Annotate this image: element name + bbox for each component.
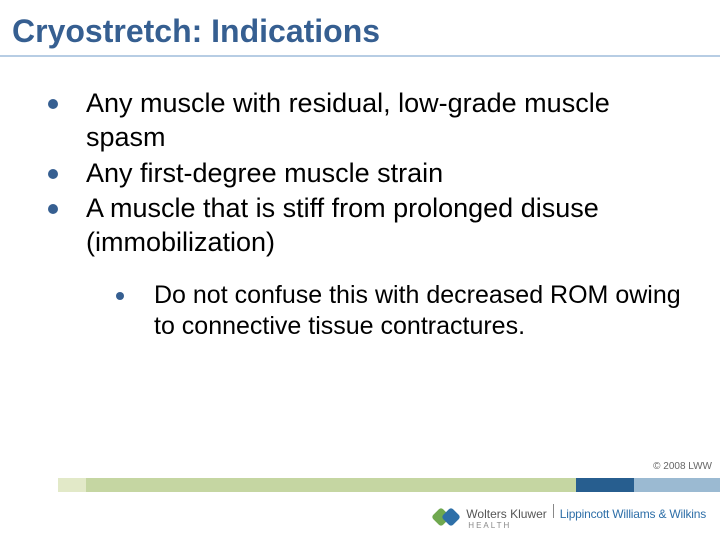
bullet-text: A muscle that is stiff from prolonged di… [86, 192, 692, 260]
list-item: Any muscle with residual, low-grade musc… [28, 87, 692, 155]
band-segment [0, 478, 58, 492]
content-area: Any muscle with residual, low-grade musc… [0, 57, 720, 342]
main-bullet-list: Any muscle with residual, low-grade musc… [28, 87, 692, 260]
wolters-kluwer-logo-icon [434, 506, 458, 528]
bullet-icon [48, 169, 58, 179]
sub-bullet-text: Do not confuse this with decreased ROM o… [154, 280, 692, 343]
brand-subtext: HEALTH [468, 522, 706, 530]
brand-lippincott: Lippincott Williams & Wilkins [560, 508, 706, 520]
list-item: Any first-degree muscle strain [28, 157, 692, 191]
slide-title: Cryostretch: Indications [0, 0, 720, 57]
bullet-icon [48, 99, 58, 109]
bullet-icon [116, 292, 124, 300]
list-item: Do not confuse this with decreased ROM o… [98, 280, 692, 343]
footer-color-bands [0, 478, 720, 492]
copyright-text: © 2008 LWW [653, 461, 712, 472]
band-segment [86, 478, 576, 492]
brand-text-block: Wolters Kluwer Lippincott Williams & Wil… [466, 504, 706, 530]
list-item: A muscle that is stiff from prolonged di… [28, 192, 692, 260]
band-segment [576, 478, 634, 492]
bullet-text: Any muscle with residual, low-grade musc… [86, 87, 692, 155]
brand-wolters-kluwer: Wolters Kluwer [466, 508, 546, 520]
band-segment [58, 478, 87, 492]
sub-bullet-list: Do not confuse this with decreased ROM o… [98, 280, 692, 343]
brand-divider-icon [553, 504, 554, 518]
bullet-text: Any first-degree muscle strain [86, 157, 443, 191]
bullet-icon [48, 204, 58, 214]
publisher-logo-area: Wolters Kluwer Lippincott Williams & Wil… [434, 504, 706, 530]
band-segment [634, 478, 720, 492]
